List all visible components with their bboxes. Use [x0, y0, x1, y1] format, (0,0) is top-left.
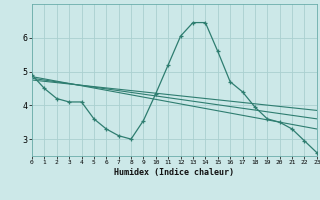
X-axis label: Humidex (Indice chaleur): Humidex (Indice chaleur)	[115, 168, 234, 177]
